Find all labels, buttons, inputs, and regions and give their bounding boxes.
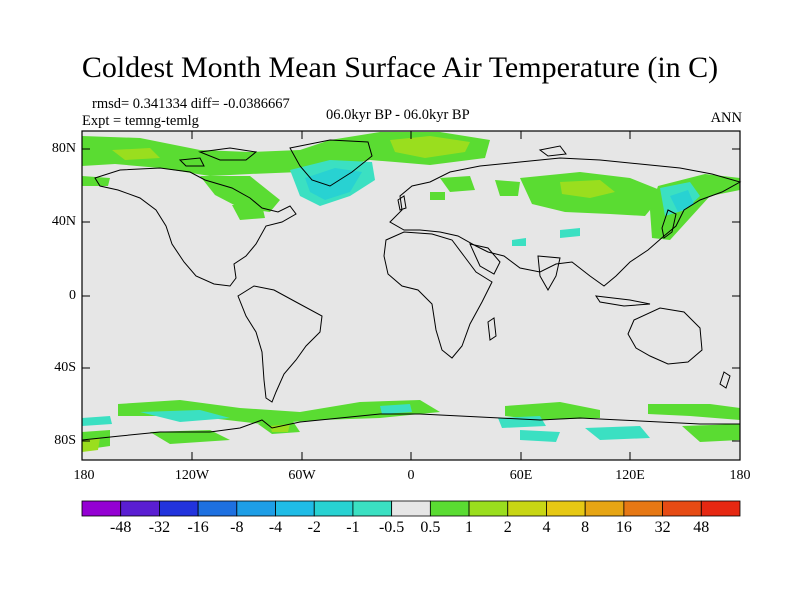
- lon-label-120e: 120E: [615, 468, 645, 483]
- south-america-outline: [237, 285, 323, 403]
- colorbar-label: -1: [346, 519, 360, 536]
- colorbar-swatch: [159, 500, 199, 517]
- colorbar-label: 48: [693, 519, 710, 536]
- colorbar-swatch: [662, 500, 702, 517]
- colorbar-label: -32: [148, 519, 171, 536]
- lat-label-eq: 0: [69, 288, 76, 303]
- lon-label-60e: 60E: [509, 468, 533, 483]
- lon-label-120w: 120W: [174, 468, 210, 483]
- new-zealand-outline: [719, 371, 731, 389]
- india-outline: [537, 255, 561, 292]
- stats-line: rmsd= 0.341334 diff= -0.0386667: [92, 96, 290, 112]
- colorbar-swatch: [429, 500, 470, 517]
- colorbar-swatch: [546, 500, 586, 517]
- lon-label-0: 0: [407, 468, 415, 483]
- season-label: ANN: [710, 110, 742, 126]
- colorbar-swatch: [584, 500, 625, 517]
- colorbar-label: 8: [581, 519, 590, 536]
- antarctica-outline: [81, 413, 740, 441]
- colorbar-label: -48: [110, 519, 132, 536]
- colorbar-swatch: [391, 500, 431, 517]
- experiment-line: Expt = temng-temlg: [82, 113, 199, 129]
- colorbar-label: 0.5: [420, 519, 441, 536]
- japan-outline: [661, 209, 677, 239]
- indonesia-outline: [594, 295, 651, 307]
- colorbar-swatch: [468, 500, 509, 517]
- arctic-islands-outline: [198, 147, 258, 161]
- colorbar-swatch: [236, 500, 276, 517]
- colorbar-label: -2: [307, 519, 321, 536]
- colorbar-swatch: [507, 500, 547, 517]
- colorbar-swatch: [313, 500, 354, 517]
- map-title: Coldest Month Mean Surface Air Temperatu…: [81, 51, 719, 84]
- colorbar-swatch: [197, 500, 238, 517]
- north-america-outline: [94, 167, 297, 287]
- colorbar-swatch: [275, 500, 315, 517]
- colorbar-label: -8: [230, 519, 244, 536]
- colorbar-label: 2: [503, 519, 512, 536]
- uk-outline: [397, 195, 407, 211]
- period-line: 06.0kyr BP - 06.0kyr BP: [326, 107, 470, 123]
- colorbar-swatch: [700, 500, 741, 517]
- colorbar-label: 16: [615, 519, 632, 536]
- eurasia-outline: [389, 157, 742, 287]
- arabia-outline: [469, 243, 501, 275]
- colorbar-swatch: [352, 500, 393, 517]
- lon-label-180e: 180: [729, 468, 751, 483]
- lat-label-40s: 40S: [54, 360, 76, 375]
- warm-anomaly-patches: [82, 132, 740, 450]
- greenland-outline: [289, 139, 373, 187]
- colorbar-swatch: [120, 500, 160, 517]
- lon-label-180w: 180: [73, 468, 95, 483]
- colorbar: [81, 500, 741, 517]
- colorbar-swatch: [623, 500, 663, 517]
- colorbar-swatch: [81, 500, 122, 517]
- lat-label-40n: 40N: [51, 214, 76, 229]
- colorbar-label: 32: [654, 519, 671, 536]
- lat-label-80n: 80N: [51, 141, 76, 156]
- colorbar-label: -16: [187, 519, 209, 536]
- lon-label-60w: 60W: [288, 468, 316, 483]
- warm-anomaly-cores: [82, 136, 615, 452]
- colorbar-label: 1: [465, 519, 474, 536]
- colorbar-label: -0.5: [378, 519, 405, 536]
- lat-label-80s: 80S: [54, 433, 76, 448]
- australia-outline: [627, 307, 703, 365]
- madagascar-outline: [487, 317, 497, 341]
- africa-outline: [383, 231, 493, 359]
- colorbar-label: 4: [542, 519, 551, 536]
- coastlines: [81, 139, 742, 441]
- map-ticks: [82, 131, 740, 460]
- colorbar-label: -4: [268, 519, 283, 536]
